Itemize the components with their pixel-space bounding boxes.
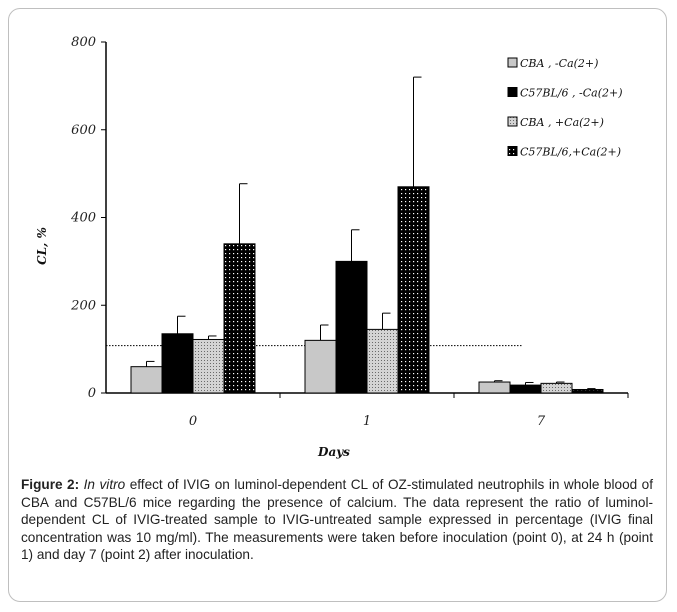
error-bars-layer <box>146 76 596 390</box>
bar <box>161 333 194 394</box>
x-tick-label: 1 <box>363 414 371 429</box>
y-tick-label: 800 <box>71 35 96 50</box>
bar <box>571 388 604 394</box>
bar <box>366 328 399 394</box>
bar <box>335 260 368 394</box>
bar <box>397 186 430 394</box>
caption-text: effect of IVIG on luminol-dependent CL o… <box>21 477 654 563</box>
y-tick-label: 200 <box>70 298 96 313</box>
tick-labels-layer: 0 200 400 600 800 0 1 7 <box>70 35 546 429</box>
bar <box>304 339 337 394</box>
y-axis-label: CL, % <box>35 227 49 265</box>
y-tick-label: 400 <box>70 211 96 226</box>
bar <box>192 338 225 394</box>
bar <box>540 382 573 394</box>
caption-label: Figure 2: <box>21 477 80 492</box>
x-axis-label: Days <box>317 445 350 459</box>
bar <box>130 366 163 394</box>
figure-caption: Figure 2: In vitro effect of IVIG on lum… <box>21 476 653 564</box>
y-tick-label: 0 <box>88 386 96 401</box>
legend-swatch <box>507 146 518 156</box>
legend-label: CBA , +Ca(2+) <box>520 116 604 129</box>
bars-layer <box>130 186 604 394</box>
y-tick-label: 600 <box>71 123 96 138</box>
bar <box>223 243 256 394</box>
legend-swatch <box>507 116 518 127</box>
legend: CBA , -Ca(2+) C57BL/6 , -Ca(2+) CBA , +Ca(… <box>507 57 623 159</box>
caption-italic: In vitro <box>83 477 126 492</box>
legend-swatch <box>507 57 518 68</box>
bar <box>509 384 542 394</box>
bar <box>478 381 511 394</box>
bar-chart: 0 200 400 600 800 0 1 7 CBA , -Ca(2+) C57BL/6 , … <box>35 35 629 459</box>
legend-label: CBA , -Ca(2+) <box>520 57 598 70</box>
legend-label: C57BL/6 , -Ca(2+) <box>520 87 623 100</box>
x-tick-label: 0 <box>189 414 197 429</box>
legend-swatch <box>507 87 518 97</box>
legend-label: C57BL/6,+Ca(2+) <box>520 146 621 159</box>
x-tick-label: 7 <box>537 414 546 429</box>
